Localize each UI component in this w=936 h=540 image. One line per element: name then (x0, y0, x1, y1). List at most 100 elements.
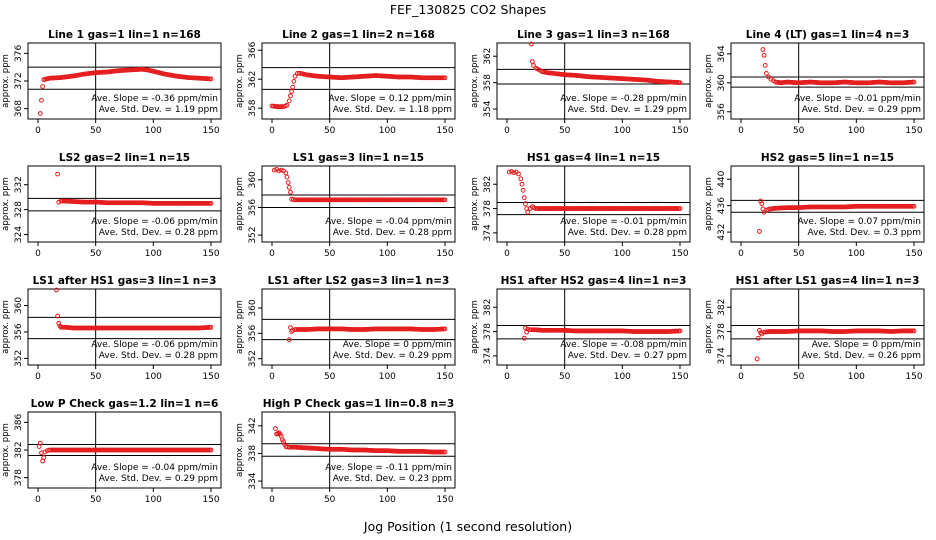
y-tick-label: 324 (14, 226, 24, 243)
data-point (285, 180, 291, 185)
slope-annotation: Ave. Slope = -0.06 ppm/min (91, 217, 218, 227)
data-point (521, 335, 527, 341)
data-point (519, 181, 525, 187)
std-dev-annotation: Ave. Std. Dev. = 0.28 ppm (99, 351, 218, 361)
data-point (911, 328, 917, 334)
x-tick-label: 150 (436, 372, 453, 382)
y-axis-label: approx. ppm (704, 300, 714, 354)
data-point (54, 287, 59, 293)
x-tick-label: 0 (738, 126, 744, 136)
panel-title: HS1 after HS2 gas=4 lin=1 n=3 (501, 275, 687, 287)
plot-box (27, 288, 222, 366)
x-tick-label: 150 (436, 126, 453, 136)
y-tick-label: 358 (483, 74, 493, 91)
y-axis-label: approx. ppm (1, 423, 11, 477)
y-axis-label: approx. ppm (1, 54, 11, 108)
panel-5: LS2 gas=2 lin=1 n=15 0 50 100 150 324 328 332ap… (1, 152, 222, 259)
y-tick-label: 378 (717, 323, 727, 340)
std-dev-annotation: Ave. Std. Dev. = 0.23 ppm (333, 474, 452, 484)
x-tick-label: 0 (269, 372, 275, 382)
x-tick-label: 50 (559, 126, 571, 136)
y-tick-label: 334 (248, 472, 258, 489)
y-tick-label: 362 (483, 48, 493, 65)
data-point (757, 327, 762, 333)
data-point (677, 328, 683, 334)
data-point (37, 440, 43, 446)
x-tick-label: 100 (145, 372, 162, 382)
std-dev-annotation: Ave. Std. Dev. = 0.29 ppm (333, 351, 452, 361)
data-point (284, 174, 290, 180)
slope-annotation: Ave. Slope = -0.06 ppm/min (91, 340, 218, 350)
panel-title: Line 4 (LT) gas=1 lin=4 n=3 (746, 29, 910, 41)
data-point (531, 63, 536, 68)
data-point (677, 80, 683, 86)
data-point (525, 209, 531, 215)
x-tick-label: 150 (905, 249, 922, 259)
data-point (442, 449, 448, 455)
data-point (291, 78, 297, 84)
data-point (911, 79, 917, 85)
y-axis-label: approx. ppm (470, 177, 480, 231)
x-tick-label: 100 (145, 495, 162, 505)
std-dev-annotation: Ave. Std. Dev. = 1.29 ppm (568, 105, 687, 115)
plot-box (730, 288, 925, 366)
y-tick-label: 356 (717, 103, 727, 120)
y-tick-label: 374 (483, 347, 493, 364)
panel-3: Line 3 gas=1 lin=3 n=168 0 50 100 150 354 358 3… (470, 29, 691, 136)
y-axis-label: approx. ppm (235, 423, 245, 477)
x-tick-label: 50 (90, 249, 102, 259)
slope-annotation: Ave. Slope = -0.01 ppm/min (560, 217, 687, 227)
data-point (288, 189, 293, 195)
x-tick-label: 100 (379, 372, 396, 382)
y-axis-label: approx. ppm (235, 300, 245, 354)
data-point (762, 63, 768, 68)
y-tick-label: 432 (717, 223, 727, 240)
data-point (276, 168, 282, 174)
plot-box (496, 165, 691, 243)
data-point (516, 171, 521, 177)
x-tick-label: 50 (324, 249, 336, 259)
panel-title: Low P Check gas=1.2 lin=1 n=6 (31, 398, 219, 410)
data-point (761, 52, 767, 58)
data-point (518, 176, 524, 182)
data-point (292, 73, 298, 79)
y-axis-label: approx. ppm (235, 177, 245, 231)
x-tick-label: 0 (738, 249, 744, 259)
slope-annotation: Ave. Slope = -0.01 ppm/min (794, 94, 921, 104)
data-point (755, 335, 761, 341)
y-tick-label: 338 (248, 445, 258, 462)
y-tick-label: 356 (248, 199, 258, 216)
data-point (55, 313, 61, 319)
std-dev-annotation: Ave. Std. Dev. = 0.29 ppm (802, 105, 921, 115)
y-tick-label: 382 (717, 299, 727, 316)
x-tick-label: 0 (269, 126, 275, 136)
x-tick-label: 150 (436, 249, 453, 259)
data-point (528, 41, 534, 47)
panel-title: Line 1 gas=1 lin=1 n=168 (48, 29, 201, 41)
x-tick-label: 0 (504, 126, 510, 136)
data-point (506, 169, 512, 175)
slope-annotation: Ave. Slope = -0.28 ppm/min (560, 94, 687, 104)
y-axis-label: approx. ppm (470, 300, 480, 354)
data-point (290, 84, 296, 90)
panel-12: HS1 after LS1 gas=4 lin=1 n=3 0 50 100 150 37… (704, 275, 925, 382)
panel-title: Line 2 gas=1 lin=2 n=168 (282, 29, 435, 41)
panel-11: HS1 after HS2 gas=4 lin=1 n=3 0 50 100 150 37… (470, 275, 691, 382)
x-tick-label: 150 (202, 495, 219, 505)
slope-annotation: Ave. Slope = 0.07 ppm/min (797, 217, 921, 227)
y-tick-label: 358 (248, 99, 258, 116)
data-point (759, 201, 765, 207)
panel-title: LS2 gas=2 lin=1 n=15 (59, 152, 190, 164)
data-point (208, 447, 214, 453)
slope-annotation: Ave. Slope = 0 ppm/min (812, 340, 921, 350)
x-axis-label: Jog Position (1 second resolution) (363, 519, 572, 534)
slope-annotation: Ave. Slope = -0.04 ppm/min (91, 463, 218, 473)
y-axis-label: approx. ppm (704, 177, 714, 231)
data-point (289, 89, 295, 94)
y-tick-label: 376 (14, 45, 24, 62)
y-tick-label: 360 (248, 171, 258, 188)
x-tick-label: 150 (905, 372, 922, 382)
data-point (911, 203, 917, 209)
panel-1: Line 1 gas=1 lin=1 n=168 0 50 100 150 368 372 3… (1, 29, 222, 136)
panel-title: HS1 after LS1 gas=4 lin=1 n=3 (736, 275, 920, 287)
